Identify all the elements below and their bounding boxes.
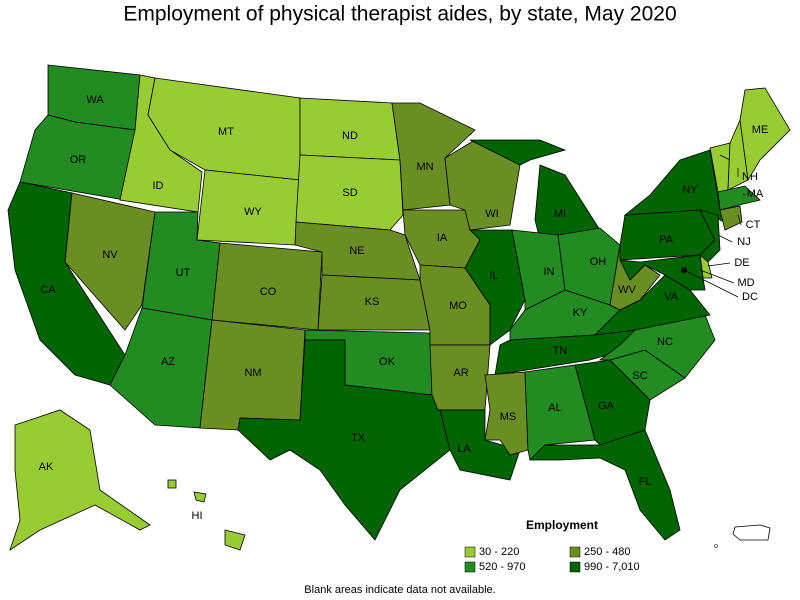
state-label: ND xyxy=(342,130,358,142)
state xyxy=(438,409,521,481)
puerto-rico xyxy=(732,524,771,541)
state xyxy=(237,339,451,541)
state-label: WA xyxy=(86,94,104,106)
state xyxy=(224,529,246,551)
state-label: NE xyxy=(349,245,364,257)
state-label: IL xyxy=(489,270,498,282)
legend-label: 990 - 7,010 xyxy=(584,561,640,573)
state-label: SD xyxy=(342,187,357,199)
state-label: MN xyxy=(416,161,433,173)
state-label: GA xyxy=(598,400,615,412)
state-label: DE xyxy=(734,257,749,269)
state-label: CT xyxy=(746,219,761,231)
legend-swatch xyxy=(464,546,476,558)
state-label: SC xyxy=(632,370,647,382)
legend-label: 520 - 970 xyxy=(479,561,525,573)
legend-label: 30 - 220 xyxy=(479,546,519,558)
state-label: OK xyxy=(379,356,396,368)
legend-swatch xyxy=(569,546,581,558)
state-label: WI xyxy=(485,208,498,220)
state-label: MT xyxy=(218,126,234,138)
state-label: LA xyxy=(457,443,471,455)
state-label: NC xyxy=(657,336,673,348)
legend-swatch xyxy=(569,561,581,573)
state-label: HI xyxy=(192,510,203,522)
state xyxy=(167,479,177,489)
legend-swatch xyxy=(464,561,476,573)
state xyxy=(9,409,151,551)
leader-line xyxy=(707,262,731,267)
state-label: AK xyxy=(39,461,54,473)
state xyxy=(619,254,706,291)
state-label: IA xyxy=(437,232,448,244)
state-label: TN xyxy=(553,345,568,357)
map-title: Employment of physical therapist aides, … xyxy=(123,3,676,26)
state xyxy=(739,87,791,182)
state-label: UT xyxy=(176,267,191,279)
state-label: VA xyxy=(664,291,679,303)
state xyxy=(719,205,743,231)
island xyxy=(714,544,718,548)
legend: 30 - 220 250 - 480 520 - 970 990 - 7,010 xyxy=(464,546,640,573)
state-label: NJ xyxy=(737,236,750,248)
leader-line xyxy=(717,234,733,243)
legend-label: 250 - 480 xyxy=(584,546,630,558)
state-label: ME xyxy=(752,124,769,136)
leader-line xyxy=(742,193,746,196)
state-label: WV xyxy=(618,284,636,296)
state-label: IN xyxy=(544,266,555,278)
state xyxy=(295,154,404,231)
state xyxy=(529,429,681,541)
state-label: AZ xyxy=(161,356,175,368)
state xyxy=(717,185,761,211)
leader-line xyxy=(683,269,739,298)
state-label: NY xyxy=(682,184,698,196)
state-label: WY xyxy=(244,206,262,218)
state xyxy=(193,491,207,503)
state-label: PA xyxy=(659,234,674,246)
leader-line xyxy=(737,214,742,226)
state-label: CO xyxy=(260,286,277,298)
state-label: FL xyxy=(639,476,652,488)
state-label: MS xyxy=(500,411,517,423)
state-label: MO xyxy=(449,300,467,312)
state xyxy=(469,139,567,166)
state-label: MD xyxy=(737,277,754,289)
state-label: KS xyxy=(365,296,380,308)
state-label: KY xyxy=(573,307,588,319)
state-label: MI xyxy=(554,208,566,220)
leader-line xyxy=(699,269,735,284)
state-label: MA xyxy=(747,188,764,200)
state-label: TX xyxy=(351,432,366,444)
state-label: AR xyxy=(453,367,468,379)
state-label: NM xyxy=(244,367,261,379)
state-label: OH xyxy=(590,256,607,268)
state-label: OR xyxy=(70,154,87,166)
state xyxy=(64,192,156,331)
footnote: Blank areas indicate data not available. xyxy=(304,584,495,596)
state-label: AL xyxy=(548,402,561,414)
state-label: ID xyxy=(153,180,164,192)
state-label: CA xyxy=(40,284,56,296)
state-label: DC xyxy=(742,291,758,303)
legend-title: Employment xyxy=(526,518,598,532)
state-label: NV xyxy=(102,249,118,261)
states: WA OR CA NV ID MT WY UT CO AZ NM ND SD NE KS OK TX MN IA MO… xyxy=(7,64,791,551)
